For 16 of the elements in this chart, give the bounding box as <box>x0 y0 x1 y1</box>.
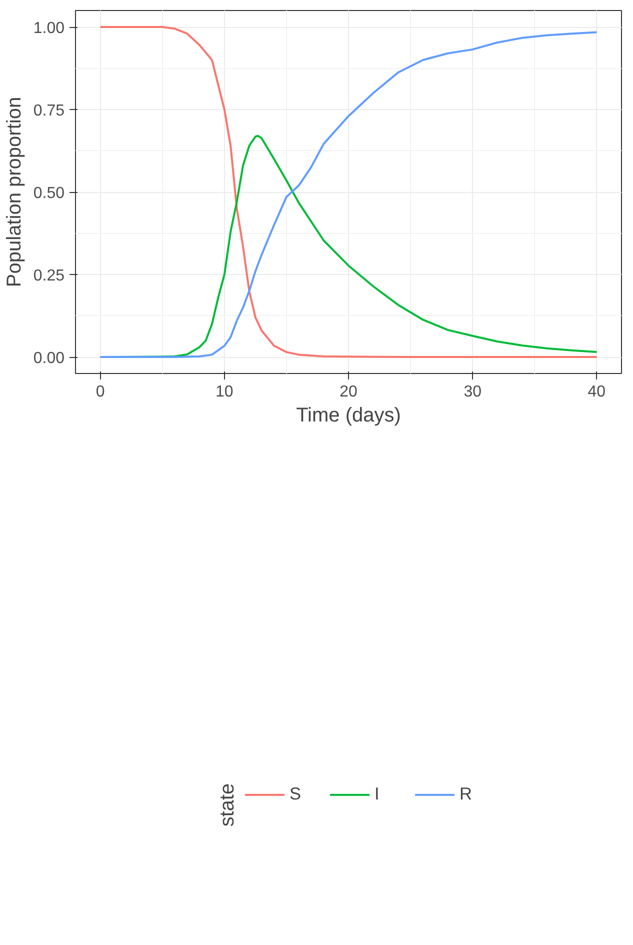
x-axis-title: Time (days) <box>296 404 401 426</box>
x-tick-label: 10 <box>216 384 234 400</box>
y-tick-label: 0.50 <box>33 185 65 202</box>
legend-title: state <box>216 783 240 827</box>
legend-label: S <box>290 783 302 804</box>
x-tick-label: 0 <box>96 384 105 400</box>
legend-label: R <box>460 783 474 804</box>
y-tick-label: 0.25 <box>33 268 65 284</box>
y-tick-label: 0.00 <box>33 350 65 367</box>
legend-label: I <box>374 783 380 804</box>
x-tick-label: 20 <box>340 384 358 400</box>
y-axis-title: Population proportion <box>3 96 26 288</box>
y-tick-label: 1.00 <box>33 20 65 37</box>
y-tick-label: 0.75 <box>33 102 65 120</box>
x-tick-label: 40 <box>588 384 606 400</box>
x-tick-label: 30 <box>464 384 482 400</box>
